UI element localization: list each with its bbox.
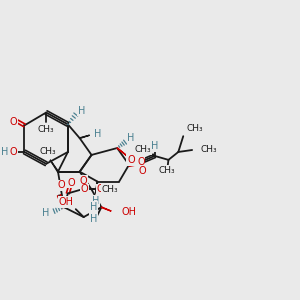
Text: H: H bbox=[43, 208, 50, 218]
Text: CH₃: CH₃ bbox=[158, 166, 175, 175]
Text: H: H bbox=[78, 106, 85, 116]
Text: H: H bbox=[1, 147, 8, 157]
Text: O: O bbox=[139, 166, 147, 176]
Text: OH: OH bbox=[121, 207, 136, 217]
Text: OH: OH bbox=[58, 197, 74, 207]
Text: O: O bbox=[137, 157, 145, 167]
Text: H: H bbox=[127, 133, 135, 143]
Polygon shape bbox=[80, 135, 90, 139]
Text: O: O bbox=[81, 184, 88, 194]
Text: CH₃: CH₃ bbox=[101, 185, 118, 194]
Text: H: H bbox=[94, 129, 101, 139]
Text: O: O bbox=[57, 181, 65, 190]
Text: O: O bbox=[127, 155, 135, 165]
Text: H: H bbox=[90, 214, 97, 224]
Text: O: O bbox=[10, 117, 17, 128]
Text: CH₃: CH₃ bbox=[38, 125, 55, 134]
Text: CH₃: CH₃ bbox=[40, 148, 56, 157]
Text: O: O bbox=[68, 178, 76, 188]
Text: CH₃: CH₃ bbox=[200, 146, 217, 154]
Polygon shape bbox=[50, 160, 58, 172]
Text: O: O bbox=[10, 147, 17, 157]
Polygon shape bbox=[101, 207, 111, 211]
Text: H: H bbox=[151, 141, 158, 151]
Text: H: H bbox=[90, 202, 97, 212]
Text: CH₃: CH₃ bbox=[134, 146, 151, 154]
Text: CH₃: CH₃ bbox=[186, 124, 203, 133]
Polygon shape bbox=[117, 148, 127, 156]
Text: O: O bbox=[80, 176, 88, 186]
Text: O: O bbox=[97, 184, 104, 194]
Polygon shape bbox=[95, 182, 98, 194]
Text: H: H bbox=[92, 196, 99, 206]
